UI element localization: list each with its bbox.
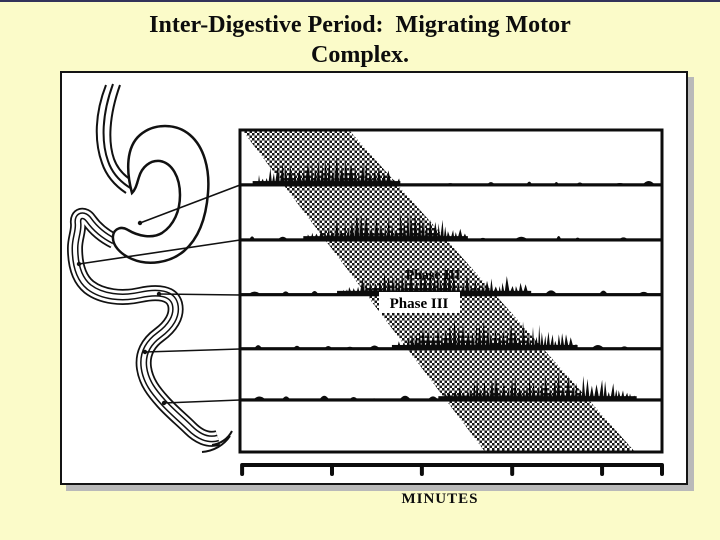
trace-baseline xyxy=(240,238,662,242)
phase-iii-overlay-label: Phase III xyxy=(406,268,461,283)
burst-floor xyxy=(252,181,401,186)
burst-activity xyxy=(252,156,401,186)
trace-baseline xyxy=(240,347,662,351)
quiet-bumps xyxy=(252,395,439,401)
burst-activity xyxy=(337,266,532,295)
time-axis xyxy=(240,463,664,476)
burst-activity xyxy=(391,319,578,349)
slide-title: Inter-Digestive Period: Migrating Motor … xyxy=(149,12,571,68)
connector-lines xyxy=(78,184,241,404)
figure-frame: Phase III Phase III xyxy=(60,71,688,485)
burst-floor xyxy=(391,344,578,349)
trace-baseline xyxy=(240,183,662,187)
connector-dots xyxy=(76,220,167,406)
burst-floor xyxy=(438,396,637,401)
chart-border xyxy=(238,128,664,454)
phase-iii-boxed-label: Phase III xyxy=(379,292,460,313)
x-axis-caption: MINUTES xyxy=(401,491,479,507)
figure-canvas: Phase III Phase III xyxy=(66,83,664,476)
gi-tract-drawing xyxy=(66,83,241,453)
phase-iii-boxed-text: Phase III xyxy=(390,296,449,312)
quiet-bumps xyxy=(248,291,319,295)
burst-activity xyxy=(303,212,468,241)
quiet-bumps xyxy=(406,181,656,186)
slide-top-border xyxy=(0,0,720,2)
stomach-icon xyxy=(111,124,210,264)
burst-activity xyxy=(438,372,637,401)
burst-floor xyxy=(303,236,468,241)
trace-baseline xyxy=(240,398,662,402)
